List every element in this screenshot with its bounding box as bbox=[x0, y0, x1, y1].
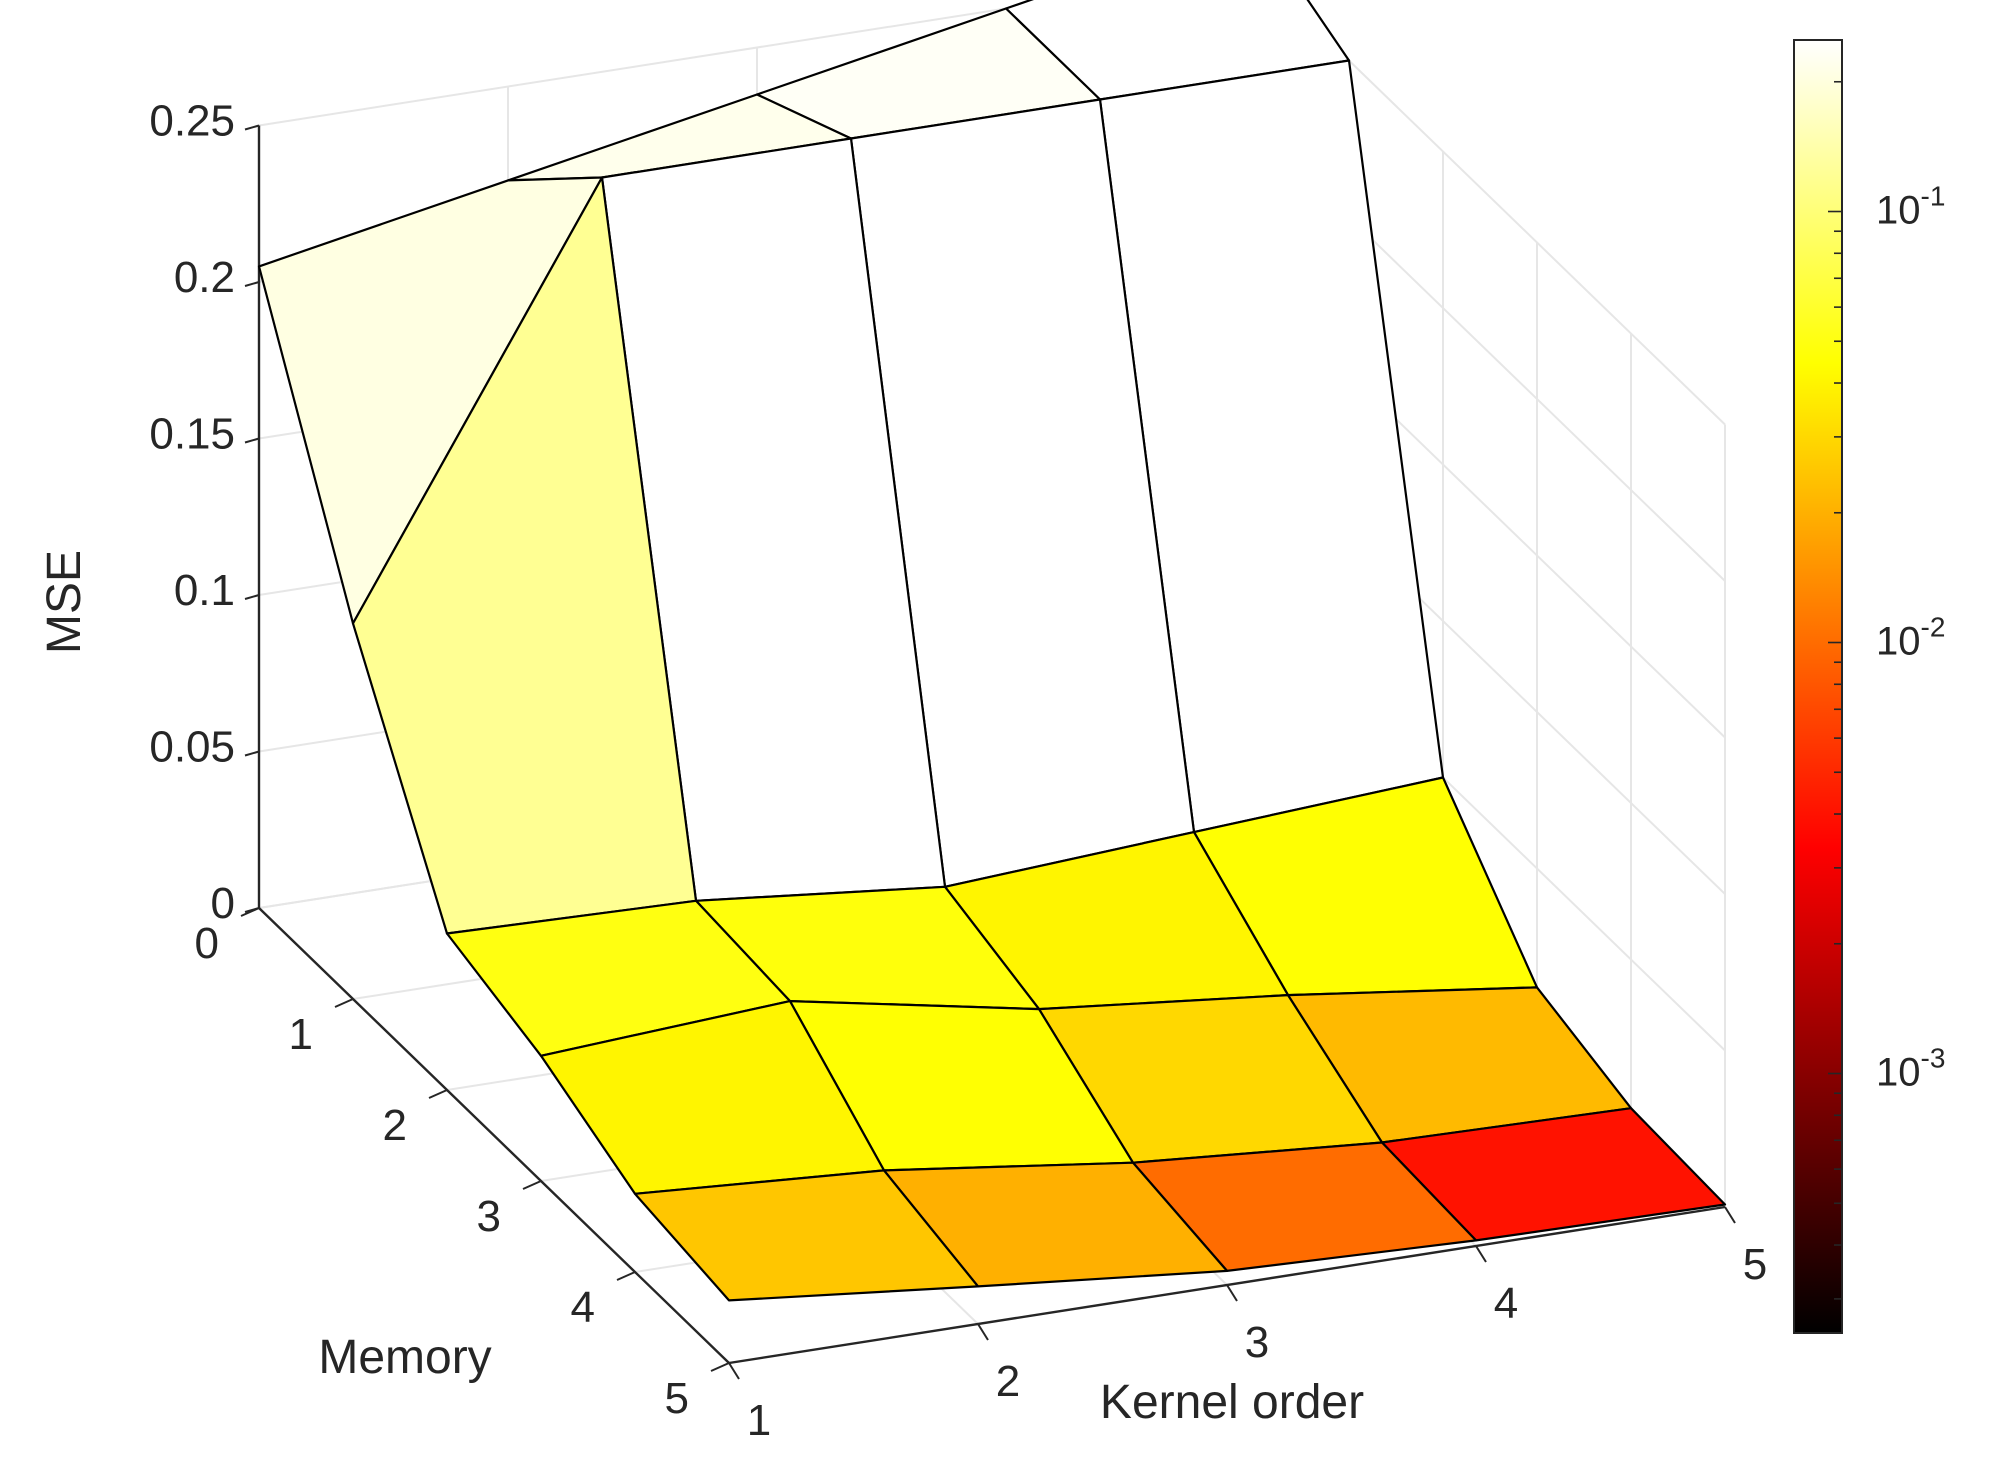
z-axis-label: MSE bbox=[38, 550, 91, 654]
memory-tick-mark bbox=[240, 907, 260, 917]
colorbar-tick-label: 10-1 bbox=[1876, 181, 1945, 233]
memory-tick-label: 1 bbox=[289, 1010, 313, 1059]
memory-tick-mark bbox=[522, 1180, 542, 1190]
surface bbox=[257, 0, 1727, 1302]
z-tick-mark bbox=[244, 281, 260, 287]
memory-axis-line bbox=[258, 907, 730, 1364]
kernel-tick-mark bbox=[977, 1323, 989, 1341]
axes: 0 0.05 0.1 0.15 0.2 0.25 0 1 2 3 4 5 1 2 3 4 5 bbox=[149, 97, 1767, 1446]
z-tick-mark bbox=[244, 594, 260, 600]
z-tick-label: 0.05 bbox=[149, 723, 235, 772]
z-gridline bbox=[258, 0, 1726, 426]
memory-tick-mark bbox=[334, 998, 354, 1008]
z-tick-label: 0.15 bbox=[149, 410, 235, 459]
memory-tick-label: 3 bbox=[477, 1192, 501, 1241]
memory-tick-label: 0 bbox=[195, 919, 219, 968]
z-tick-label: 0.25 bbox=[149, 97, 235, 146]
memory-tick-label: 2 bbox=[383, 1101, 407, 1150]
kernel-tick-label: 5 bbox=[1743, 1240, 1767, 1289]
kernel-tick-label: 4 bbox=[1494, 1279, 1518, 1328]
kernel-tick-mark bbox=[1475, 1245, 1487, 1263]
colorbar-tick-label: 10-3 bbox=[1876, 1043, 1945, 1095]
z-tick-mark bbox=[244, 750, 260, 757]
memory-tick-mark bbox=[710, 1362, 730, 1372]
z-tick-label: 0 bbox=[211, 879, 235, 928]
colorbar-tick-label: 10-2 bbox=[1876, 612, 1945, 664]
colorbar-gradient bbox=[1793, 39, 1843, 1334]
kernel-tick-label: 2 bbox=[996, 1357, 1020, 1406]
surface-patch bbox=[633, 1169, 980, 1302]
memory-tick-mark bbox=[428, 1089, 448, 1099]
kernel-tick-mark bbox=[728, 1362, 740, 1380]
colorbar: 10-1 10-2 10-3 bbox=[1793, 39, 1945, 1334]
kernel-tick-mark bbox=[1724, 1206, 1736, 1224]
z-tick-label: 0.2 bbox=[174, 253, 235, 302]
z-tick-mark bbox=[244, 437, 260, 444]
kernel-tick-label: 3 bbox=[1245, 1318, 1269, 1367]
axis-labels: MSE Memory Kernel order bbox=[38, 550, 1364, 1429]
kernel-tick-mark bbox=[1226, 1284, 1238, 1302]
colorbar-ticks: 10-1 10-2 10-3 bbox=[1828, 80, 1945, 1300]
z-tick-label: 0.1 bbox=[174, 566, 235, 615]
memory-tick-label: 4 bbox=[571, 1283, 595, 1332]
z-tick-mark bbox=[244, 124, 260, 131]
kernel-tick-label: 1 bbox=[747, 1396, 771, 1445]
memory-tick-mark bbox=[616, 1271, 636, 1281]
memory-axis-label: Memory bbox=[318, 1331, 491, 1384]
memory-tick-label: 5 bbox=[665, 1374, 689, 1423]
kernel-order-axis-label: Kernel order bbox=[1100, 1376, 1364, 1429]
